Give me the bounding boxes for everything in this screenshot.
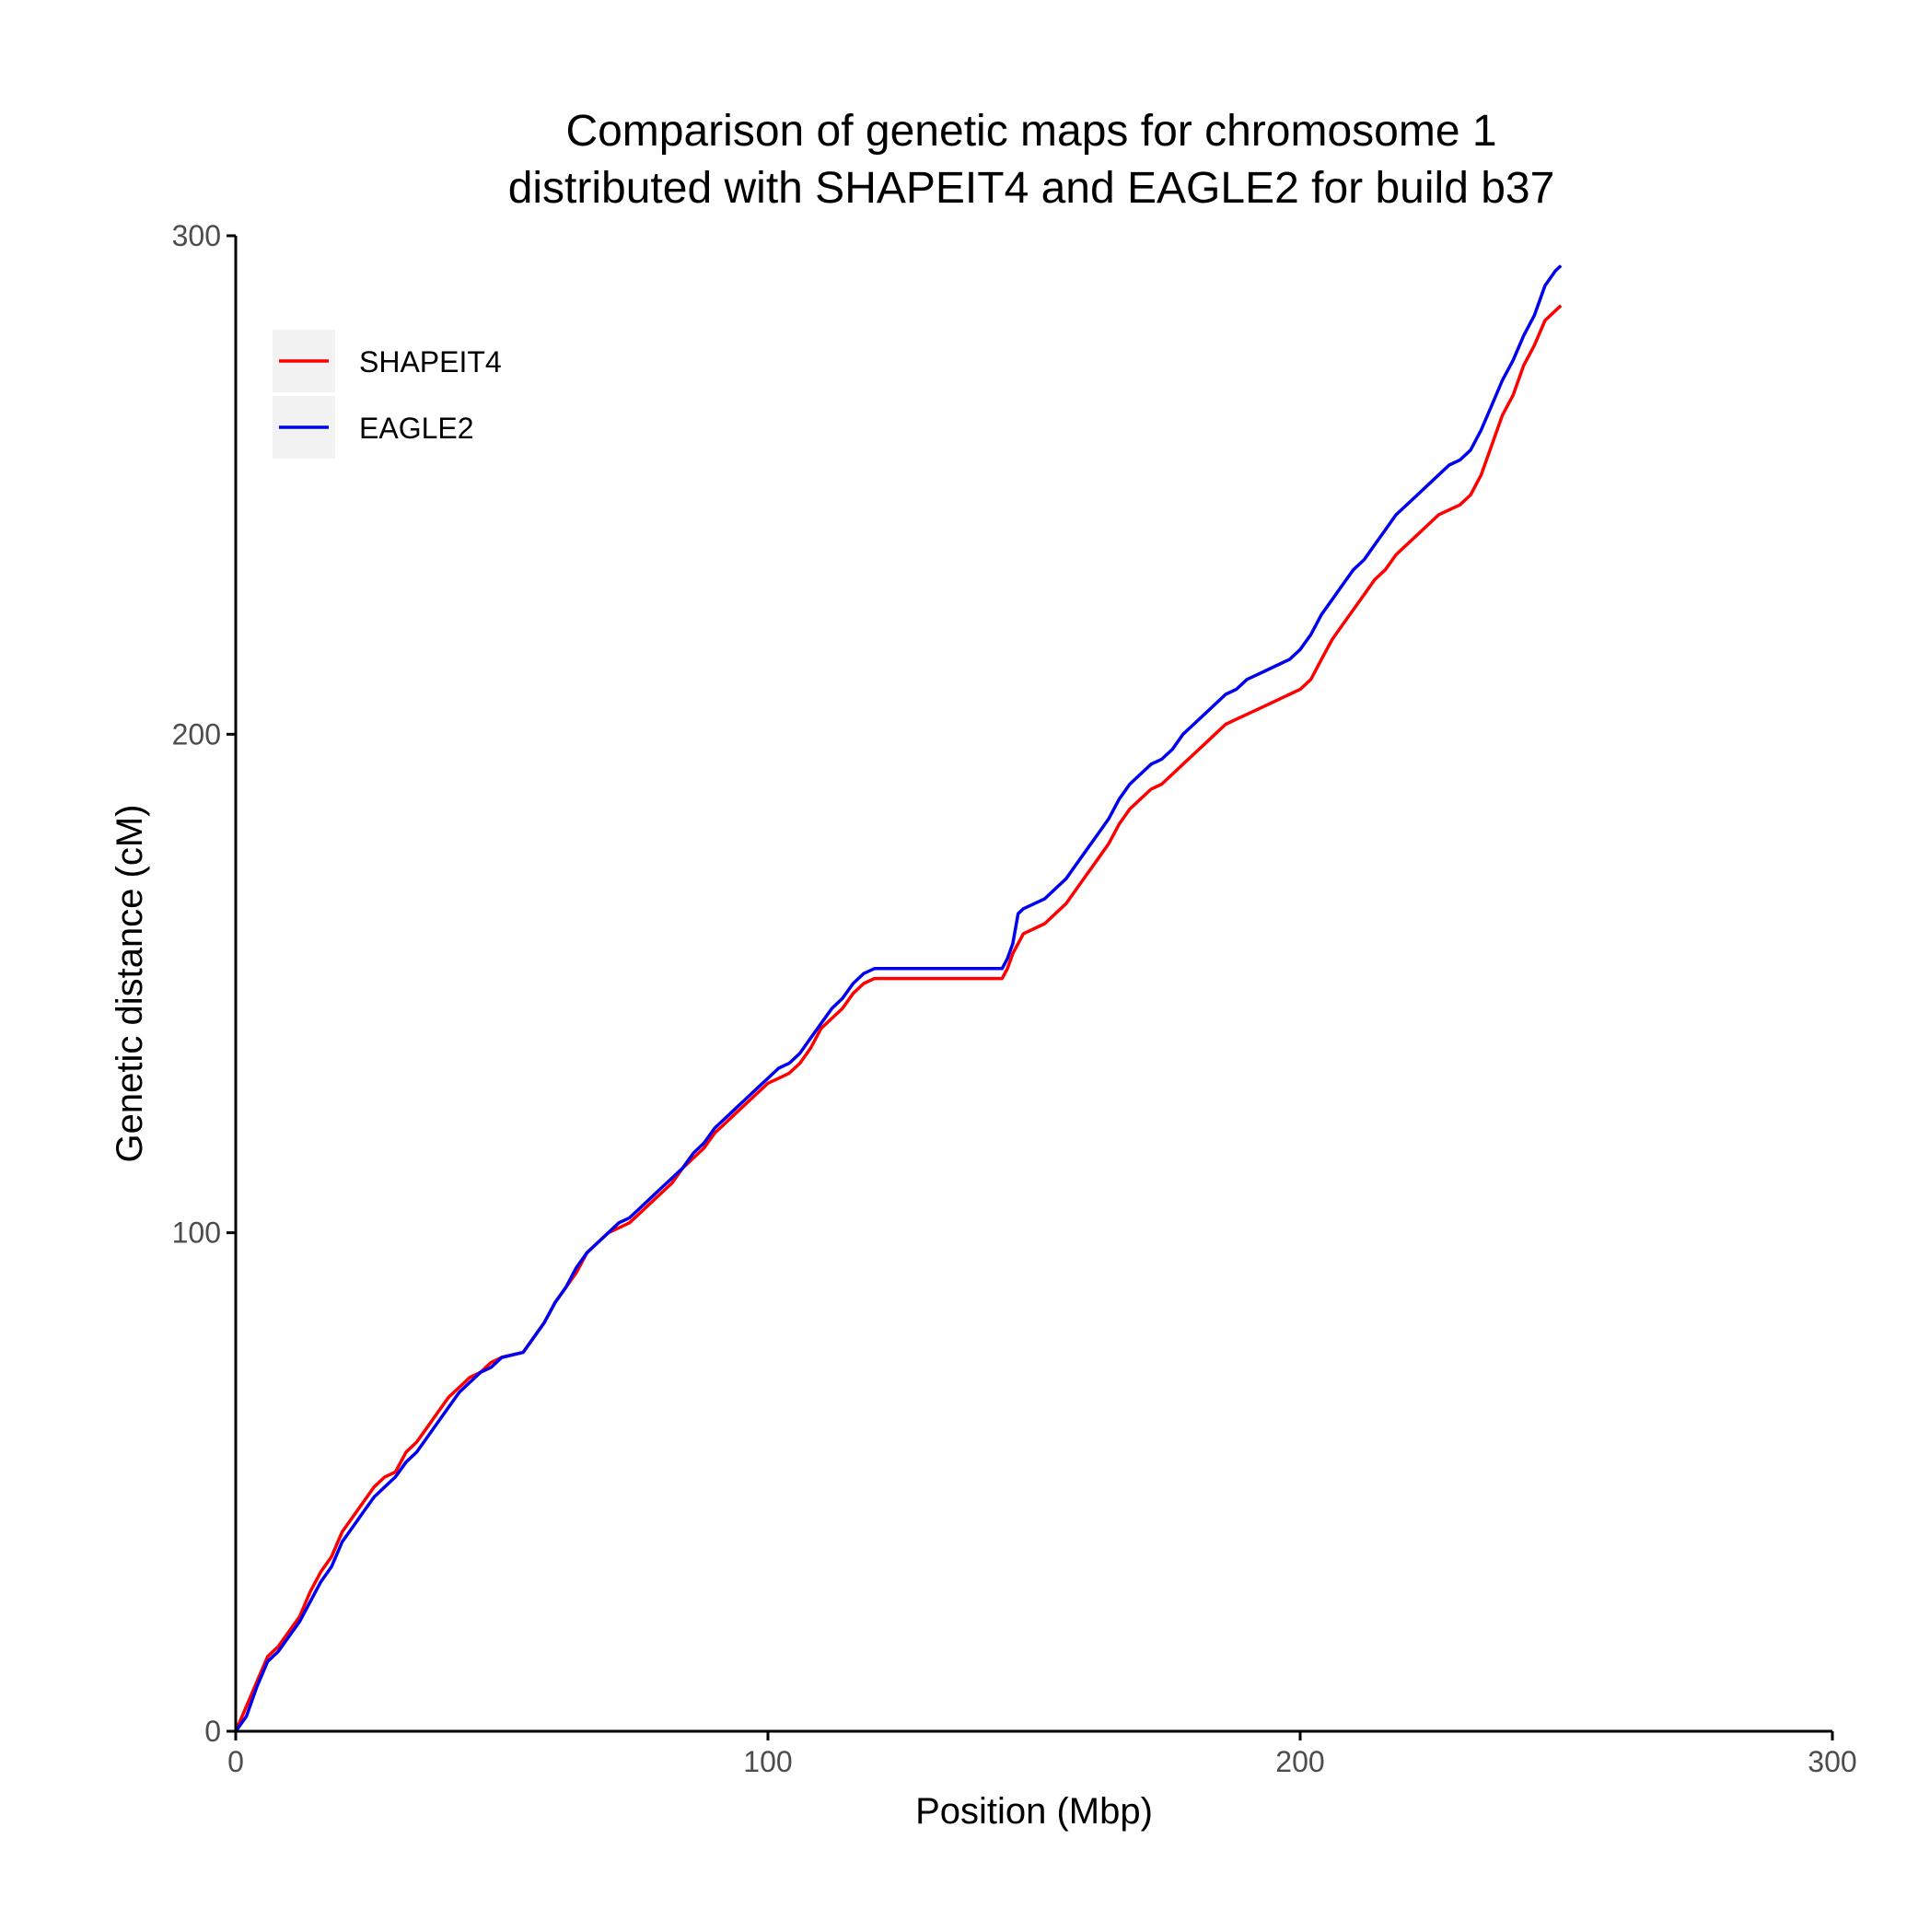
chart-title: Comparison of genetic maps for chromosom…	[565, 107, 1496, 156]
series-line-shapeit4	[234, 304, 1563, 1732]
x-axis-title: Position (Mbp)	[915, 1791, 1153, 1832]
series-line-eagle2	[234, 264, 1563, 1733]
legend-label-eagle2: EAGLE2	[359, 412, 474, 445]
y-tick-label: 100	[172, 1216, 221, 1250]
legend-label-shapeit4: SHAPEIT4	[359, 345, 502, 378]
y-axis-title: Genetic distance (cM)	[110, 804, 150, 1162]
y-axis-ticks: 0 100 200 300	[172, 219, 236, 1748]
series-layer	[234, 264, 1563, 1733]
x-tick-label: 100	[743, 1745, 792, 1778]
legend: SHAPEIT4 EAGLE2	[273, 330, 502, 459]
x-axis-ticks: 0 100 200 300	[227, 1731, 1857, 1778]
y-tick-label: 300	[172, 219, 221, 252]
x-tick-label: 300	[1808, 1745, 1856, 1778]
x-tick-label: 200	[1275, 1745, 1324, 1778]
y-tick-label: 0	[204, 1715, 221, 1748]
y-tick-label: 200	[172, 717, 221, 751]
chart-subtitle: distributed with SHAPEIT4 and EAGLE2 for…	[508, 164, 1555, 213]
x-tick-label: 0	[227, 1745, 244, 1778]
